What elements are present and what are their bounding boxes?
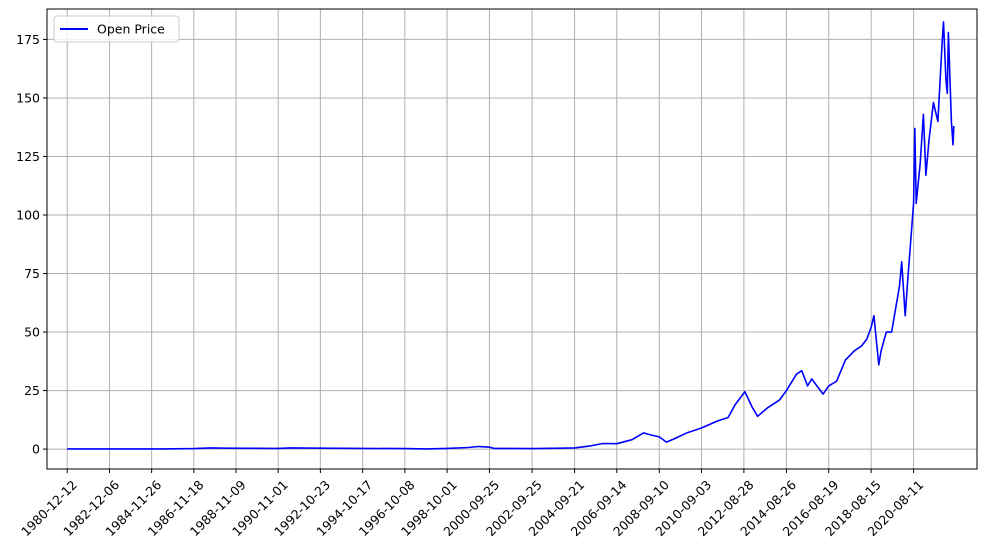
plot-area — [46, 8, 978, 470]
legend-box — [53, 15, 180, 43]
series-layer — [67, 21, 955, 450]
y-tick-label: 175 — [16, 32, 40, 47]
axis-ticks: 1980-12-121982-12-061984-11-261986-11-18… — [16, 32, 926, 539]
grid-lines — [47, 9, 977, 469]
y-tick-label: 50 — [24, 325, 40, 340]
y-tick-label: 150 — [16, 90, 40, 105]
y-tick-label: 100 — [16, 208, 40, 223]
legend: Open Price — [53, 15, 180, 43]
y-tick-label: 75 — [24, 266, 40, 281]
y-tick-label: 0 — [32, 442, 40, 457]
y-tick-label: 25 — [24, 383, 40, 398]
y-tick-label: 125 — [16, 149, 40, 164]
series-line-open-price — [67, 21, 955, 450]
legend-label: Open Price — [97, 22, 165, 37]
